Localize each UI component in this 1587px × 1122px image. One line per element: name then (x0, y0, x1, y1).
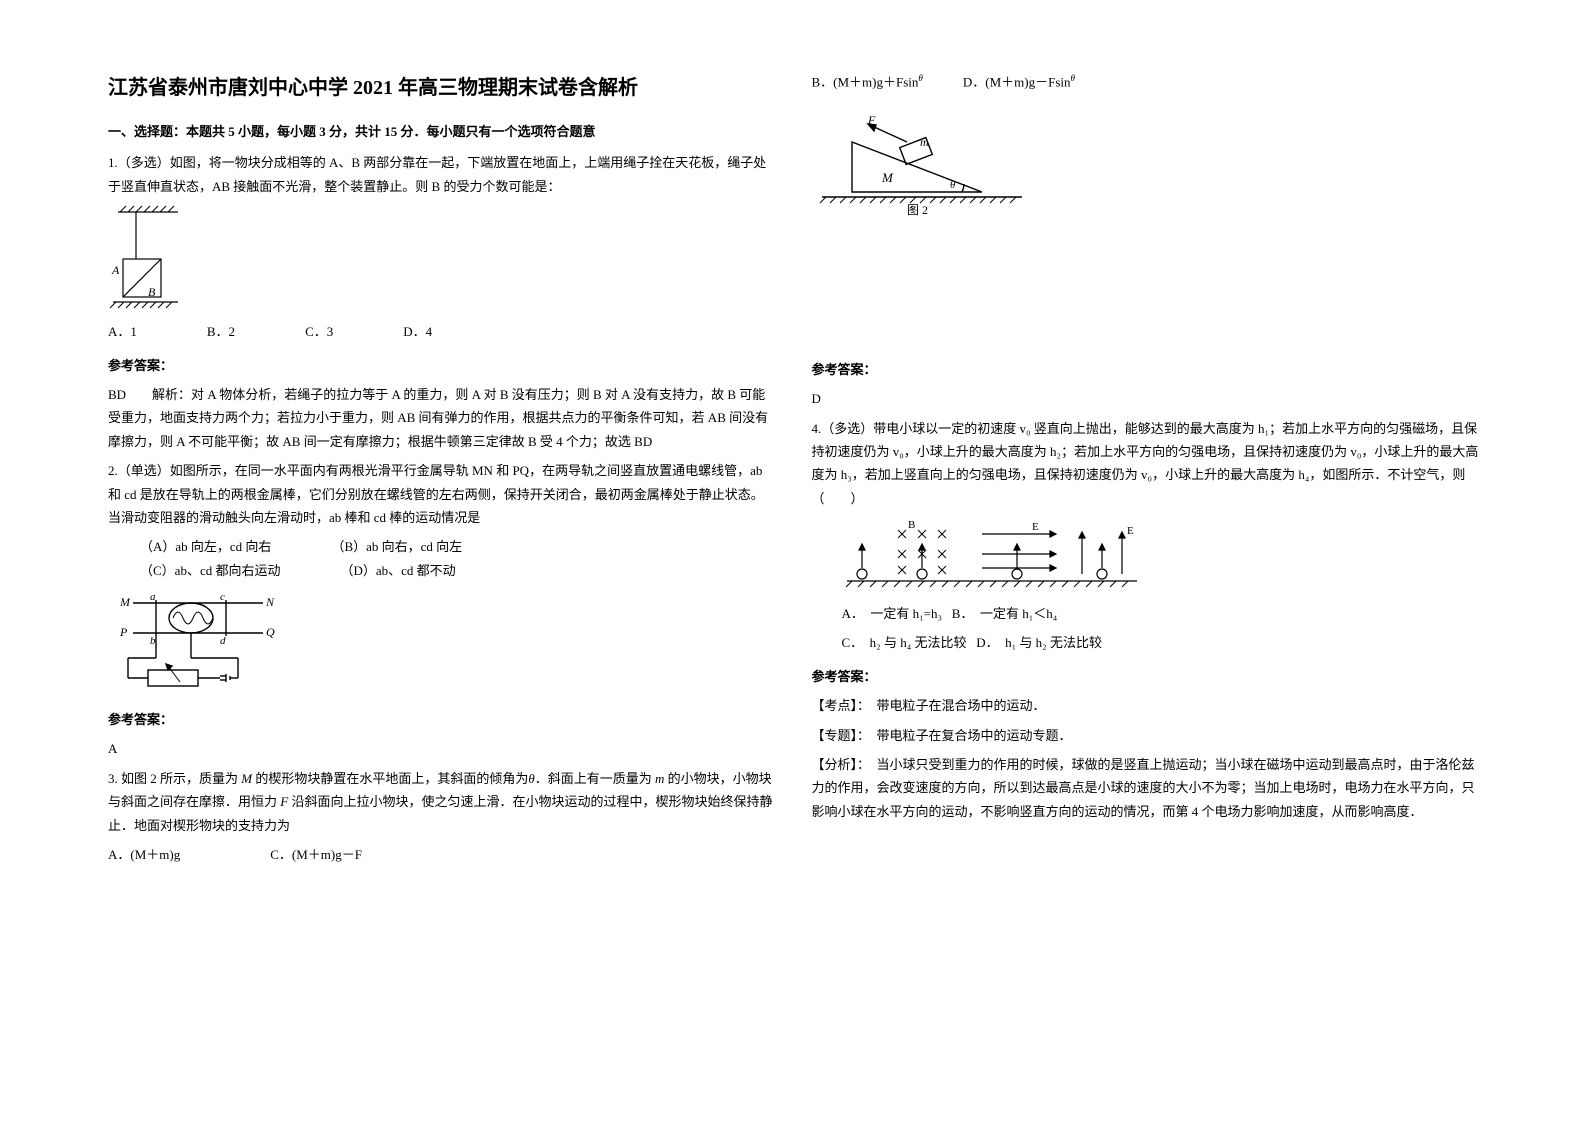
q4-kaodian: 【考点】： 带电粒子在混合场中的运动． (812, 694, 1480, 717)
q4-stem: 4.（多选）带电小球以一定的初速度 v₀ 竖直向上抛出，能够达到的最大高度为 h… (812, 417, 1480, 511)
q2-stem: 2.（单选）如图所示，在同一水平面内有两根光滑平行金属导轨 MN 和 PQ，在两… (108, 459, 776, 529)
q2-label-b: b (150, 635, 156, 647)
q4-row2: C． h₂ 与 h₄ 无法比较 D． h₁ 与 h₂ 无法比较 (842, 631, 1480, 654)
q3-opt-a: A．(M＋m)g (108, 843, 180, 866)
q1-opt-a: A．1 (108, 320, 137, 343)
q1-opt-c: C．3 (305, 320, 333, 343)
q2-label-d: d (220, 635, 226, 647)
q3-optB-theta: θ (918, 73, 922, 83)
q2-answer: A (108, 737, 776, 760)
q3-opt-c: C．(M＋m)g－F (270, 843, 362, 866)
q2-answer-label: 参考答案： (108, 708, 776, 731)
q2-opt-b: （B）ab 向右，cd 向左 (331, 535, 462, 558)
q2-label-q: Q (266, 625, 275, 639)
page-title: 江苏省泰州市唐刘中心中学 2021 年高三物理期末试卷含解析 (108, 70, 776, 106)
q4-label-e2: E (1127, 525, 1134, 537)
q1-options: A．1 B．2 C．3 D．4 (108, 320, 776, 343)
q4-figure: B E E (842, 516, 1142, 596)
q2-label-c: c (220, 591, 225, 603)
q2-opt-a: （A）ab 向左，cd 向右 (140, 535, 271, 558)
q1-answer-label: 参考答案： (108, 354, 776, 377)
q3-label-theta: θ (950, 179, 956, 191)
q4-opt-b: B． 一定有 h₁＜h₄ (952, 606, 1058, 621)
q1-answer-text: BD 解析：对 A 物体分析，若绳子的拉力等于 A 的重力，则 A 对 B 没有… (108, 383, 776, 453)
q4-opt-c: C． h₂ 与 h₄ 无法比较 (842, 635, 967, 650)
q3-opt-b: B．(M＋m)g＋Fsinθ (812, 70, 923, 94)
section-1-heading: 一、选择题：本题共 5 小题，每小题 3 分，共计 15 分．每小题只有一个选项… (108, 120, 776, 143)
q1-opt-b: B．2 (207, 320, 235, 343)
q1-opt-d: D．4 (403, 320, 432, 343)
exam-page: 江苏省泰州市唐刘中心中学 2021 年高三物理期末试卷含解析 一、选择题：本题共… (0, 0, 1587, 1122)
svg-text:A: A (111, 263, 120, 277)
q3-figure: F m M θ 图 2 (812, 112, 1032, 222)
svg-text:B: B (148, 285, 156, 299)
q3-answer: D (812, 387, 1480, 410)
q4-opt-a: A． 一定有 h₁=h₃ (842, 606, 943, 621)
q2-opt-c: （C）ab、cd 都向右运动 (140, 559, 280, 582)
q3-answer-label: 参考答案： (812, 358, 1480, 381)
q3-optB-text: B．(M＋m)g＋Fsin (812, 74, 919, 89)
q3-label-M: M (881, 170, 894, 185)
q2-label-n: N (265, 595, 275, 609)
q3-t2: 的楔形物块静置在水平地面上，其斜面的倾角为 (252, 771, 528, 786)
spacer (812, 228, 1480, 348)
q3-optD-text: D．(M＋m)g－Fsin (963, 74, 1071, 89)
q3-fig-caption: 图 2 (907, 203, 928, 217)
q4-fenxi: 【分析】： 当小球只受到重力的作用的时候，球做的是竖直上抛运动；当小球在磁场中运… (812, 753, 1480, 823)
q3-t1: 3. 如图 2 所示，质量为 (108, 771, 241, 786)
q3-m: m (655, 771, 664, 786)
q3-optD-theta: θ (1071, 73, 1075, 83)
q4-label-b: B (908, 519, 915, 531)
left-column: 江苏省泰州市唐刘中心中学 2021 年高三物理期末试卷含解析 一、选择题：本题共… (90, 70, 794, 1082)
q3-optA-text: A．(M＋m)g (108, 847, 180, 862)
q4-row1: A． 一定有 h₁=h₃ B． 一定有 h₁＜h₄ (842, 602, 1480, 625)
q3-row1: A．(M＋m)g C．(M＋m)g－F (108, 843, 776, 866)
q4-zhuanti: 【专题】： 带电粒子在复合场中的运动专题． (812, 724, 1480, 747)
q2-label-a: a (150, 591, 156, 603)
q2-figure: M N P Q a b c d (108, 588, 298, 698)
q3-label-m: m (920, 135, 929, 149)
q2-options: （A）ab 向左，cd 向右 （B）ab 向右，cd 向左 （C）ab、cd 都… (108, 535, 776, 582)
q4-label-e1: E (1032, 521, 1039, 533)
q3-stem: 3. 如图 2 所示，质量为 M 的楔形物块静置在水平地面上，其斜面的倾角为θ．… (108, 767, 776, 837)
q1-figure: A B (108, 204, 198, 314)
q3-opt-d: D．(M＋m)g－Fsinθ (963, 70, 1075, 94)
right-column: B．(M＋m)g＋Fsinθ D．(M＋m)g－Fsinθ F m M θ 图 … (794, 70, 1498, 1082)
q4-answer-label: 参考答案： (812, 665, 1480, 688)
q4-opt-d: D． h₁ 与 h₂ 无法比较 (976, 635, 1102, 650)
q3-row2: B．(M＋m)g＋Fsinθ D．(M＋m)g－Fsinθ (812, 70, 1480, 94)
q2-label-m: M (119, 595, 131, 609)
q3-t3: ．斜面上有一质量为 (535, 771, 655, 786)
q2-label-p: P (119, 625, 128, 639)
q3-optC-text: C．(M＋m)g－F (270, 847, 362, 862)
q3-label-f: F (867, 113, 876, 127)
q1-stem: 1.（多选）如图，将一物块分成相等的 A、B 两部分靠在一起，下端放置在地面上，… (108, 151, 776, 198)
q3-M: M (241, 771, 252, 786)
q2-opt-d: （D）ab、cd 都不动 (340, 559, 455, 582)
